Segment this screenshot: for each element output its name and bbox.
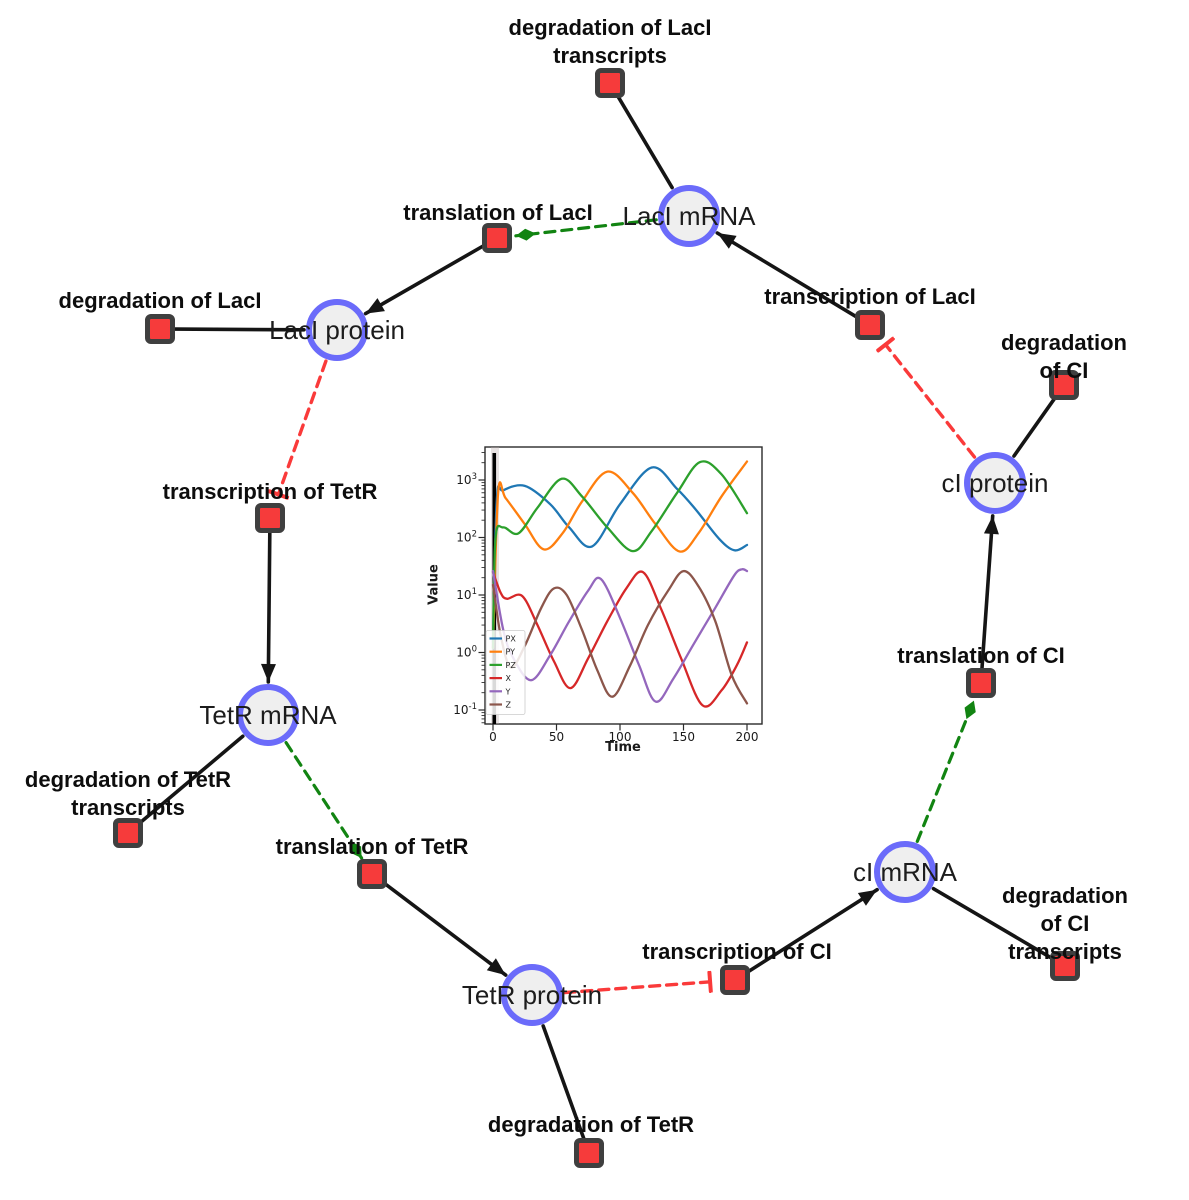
edge-production-txn_ci-ci_mrna xyxy=(745,887,879,974)
series-X xyxy=(491,570,749,708)
edge-inhibition-tetr_protein-txn_ci xyxy=(563,982,710,995)
x-axis-ticks: 0 50 100 150 200 xyxy=(489,724,758,744)
legend-entry-Z: Z xyxy=(489,701,512,710)
legend-entry-X: X xyxy=(489,674,512,683)
species-node-ci_mrna[interactable] xyxy=(874,841,936,903)
edge-consumption-laci_protein-deg_laci xyxy=(173,327,306,332)
reaction-node-deg_ci_tx[interactable] xyxy=(1050,951,1080,981)
reaction-node-deg_tetr_tx[interactable] xyxy=(113,818,143,848)
edge-activation-tetr_mrna-transl_tetr xyxy=(284,740,364,860)
legend-entry-PZ: PZ xyxy=(489,661,517,670)
edge-production-transl_ci-ci_protein xyxy=(980,514,999,670)
reaction-node-transl_laci[interactable] xyxy=(482,223,512,253)
svg-text:Z: Z xyxy=(506,701,512,710)
edge-inhibition-laci_protein-txn_tetr xyxy=(278,359,328,494)
svg-text:150: 150 xyxy=(672,730,695,744)
species-node-laci_protein[interactable] xyxy=(306,299,368,361)
species-node-tetr_protein[interactable] xyxy=(501,964,563,1026)
series-PZ xyxy=(491,460,749,650)
edge-production-txn_tetr-tetr_mrna xyxy=(260,531,276,684)
species-node-tetr_mrna[interactable] xyxy=(237,684,299,746)
edge-activation-ci_mrna-transl_ci xyxy=(915,698,976,844)
reaction-node-deg_ci[interactable] xyxy=(1049,370,1079,400)
legend-entry-PX: PX xyxy=(489,635,517,644)
svg-text:Y: Y xyxy=(505,687,511,696)
series-Y xyxy=(491,568,749,703)
reaction-node-deg_laci[interactable] xyxy=(145,314,175,344)
reaction-node-txn_ci[interactable] xyxy=(720,965,750,995)
reaction-node-txn_tetr[interactable] xyxy=(255,503,285,533)
series-PY xyxy=(491,460,749,650)
legend-entry-PY: PY xyxy=(489,648,516,657)
edge-production-transl_laci-laci_protein xyxy=(363,243,486,316)
edge-production-txn_laci-laci_mrna xyxy=(715,231,860,320)
chart-xlabel: Time xyxy=(605,740,641,755)
edge-consumption-ci_protein-deg_ci xyxy=(1012,395,1058,458)
svg-text:PX: PX xyxy=(506,635,517,644)
edge-inhibition-ci_protein-txn_laci xyxy=(886,345,977,459)
edge-activation-laci_mrna-transl_laci xyxy=(514,218,658,241)
reaction-node-deg_tetr[interactable] xyxy=(574,1138,604,1168)
edge-consumption-laci_mrna-deg_laci_tx xyxy=(615,94,674,190)
species-node-laci_mrna[interactable] xyxy=(658,185,720,247)
reaction-node-txn_laci[interactable] xyxy=(855,310,885,340)
svg-text:100: 100 xyxy=(609,730,632,744)
svg-text:PZ: PZ xyxy=(506,661,517,670)
svg-text:X: X xyxy=(506,674,512,683)
edge-consumption-ci_mrna-deg_ci_tx xyxy=(931,886,1054,961)
legend-entry-Y: Y xyxy=(489,687,511,696)
svg-text:200: 200 xyxy=(736,730,759,744)
svg-text:50: 50 xyxy=(549,730,564,744)
edge-production-transl_tetr-tetr_protein xyxy=(382,881,508,977)
inset-timecourse-chart: 0 50 100 150 200 103 102 101 100 10-1 PX PY PZ X Y Z Ti… xyxy=(420,433,770,765)
svg-text:0: 0 xyxy=(489,730,497,744)
species-node-ci_protein[interactable] xyxy=(964,452,1026,514)
reaction-node-deg_laci_tx[interactable] xyxy=(595,68,625,98)
reaction-node-transl_ci[interactable] xyxy=(966,668,996,698)
chart-ylabel: Value xyxy=(426,564,442,605)
chart-legend: PX PY PZ XYZ xyxy=(485,630,526,715)
edge-consumption-tetr_protein-deg_tetr xyxy=(541,1024,586,1141)
svg-text:PY: PY xyxy=(506,648,516,657)
reaction-node-transl_tetr[interactable] xyxy=(357,859,387,889)
edge-consumption-tetr_mrna-deg_tetr_tx xyxy=(137,734,245,826)
